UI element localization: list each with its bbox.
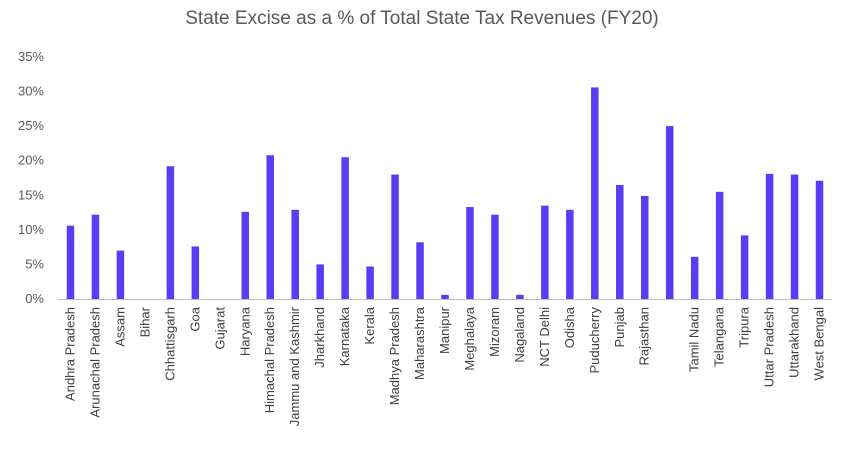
x-tick-label: Punjab [612,307,627,347]
y-tick-label: 10% [18,222,44,237]
x-tick-label: Rajasthan [637,307,652,366]
y-tick-label: 0% [25,291,44,306]
bar [491,214,499,299]
x-tick-label: Gujarat [212,307,227,350]
bar [765,173,774,299]
bar [191,246,200,299]
x-tick-label: Uttarakhand [787,307,802,378]
x-tick-label: Madhya Pradesh [387,307,402,405]
bar [291,209,299,299]
x-tick-label: Meghalaya [462,306,477,370]
x-tick-label: Arunachal Pradesh [87,307,102,418]
x-tick-label: Puducherry [587,307,602,374]
bar [266,155,274,299]
bar [616,184,624,299]
bar [566,209,574,299]
y-tick-label: 35% [18,49,44,64]
bar [66,225,75,299]
bar [740,235,749,299]
bar [541,205,549,299]
x-tick-label: Kerala [362,306,377,344]
x-tick-label: West Bengal [812,307,827,381]
y-tick-label: 25% [18,118,44,133]
bar [91,214,100,299]
x-tick-label: Odisha [562,306,577,348]
bar [366,266,374,299]
y-tick-label: 15% [18,187,44,202]
chart-title: State Excise as a % of Total State Tax R… [185,8,659,29]
bar [416,242,424,299]
x-tick-label: Jammu and Kashmir [287,306,302,426]
bar [241,211,250,299]
x-tick-label: Jharkhand [312,307,327,368]
x-tick-label: Maharashtra [412,306,427,380]
x-tick-label: Nagaland [512,307,527,363]
bar [690,256,699,299]
bar [116,250,125,299]
x-tick-label: Karnataka [337,306,352,366]
x-tick-label: Manipur [437,306,452,354]
bar [790,174,799,299]
bar [341,157,349,299]
x-axis-ticks: Andhra Pradesh Arunachal Pradesh Assam Biha… [62,306,826,426]
x-tick-label: Mizoram [487,307,502,357]
y-axis-ticks: 0% 5% 10% 15% 20% 25% 30% 35% [18,49,44,306]
bar [466,207,474,299]
x-tick-label: Telangana [712,306,727,367]
bar [166,166,175,299]
bar [316,264,324,299]
bar [441,294,449,299]
x-tick-label: Uttar Pradesh [762,307,777,387]
bar [516,294,524,299]
bars [66,87,824,300]
bar [391,174,399,299]
bar [665,126,674,300]
bar [715,191,724,299]
x-tick-label: Chhattisgarh [162,307,177,381]
x-tick-label: Goa [187,306,202,331]
x-tick-label: Himachal Pradesh [262,307,277,413]
x-tick-label: Haryana [237,306,252,356]
x-tick-label: Bihar [137,306,152,337]
bar [591,87,599,300]
bar [815,180,824,299]
x-tick-label: NCT Delhi [537,307,552,367]
y-tick-label: 5% [25,256,44,271]
x-tick-label: Tripura [737,306,752,347]
x-tick-label: Tamil Nadu [687,307,702,372]
x-tick-label: Assam [112,307,127,347]
x-tick-label: Andhra Pradesh [62,307,77,401]
y-tick-label: 20% [18,153,44,168]
bar [640,195,649,299]
y-tick-label: 30% [18,84,44,99]
